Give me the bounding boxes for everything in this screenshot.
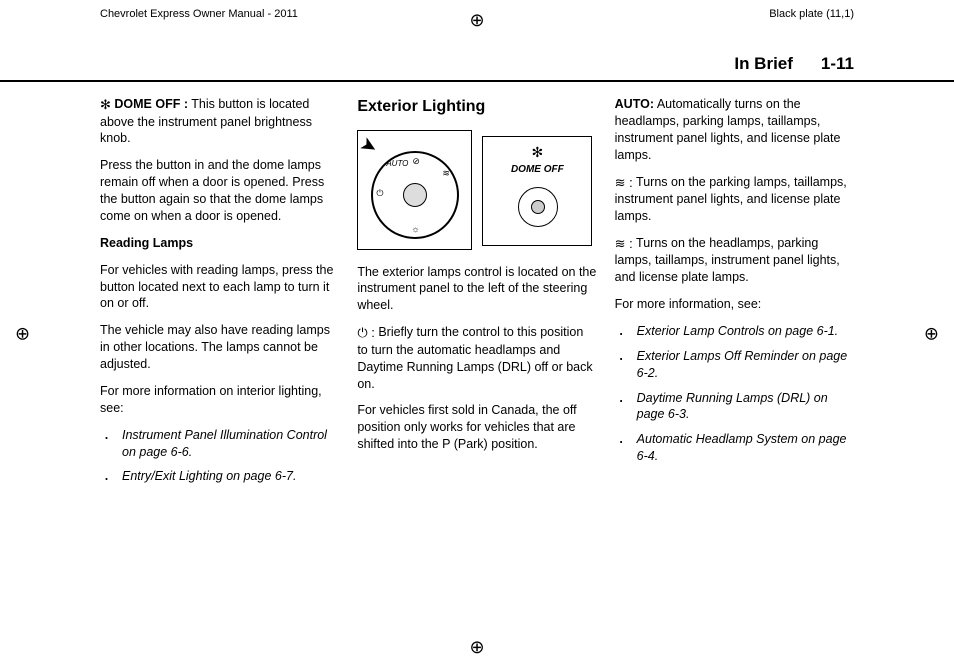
col2-p1: The exterior lamps control is located on… xyxy=(357,264,596,315)
crop-mark-left: ⊕ xyxy=(15,324,30,345)
column-2: Exterior Lighting ➤ AUTO ⊘ ≋ ☼ ⏻ ✻ DOME … xyxy=(357,96,596,493)
crop-mark-bottom: ⊕ xyxy=(469,637,484,658)
reading-lamps-head: Reading Lamps xyxy=(100,235,339,252)
headlamp-para: ≋ : Turns on the headlamps, parking lamp… xyxy=(615,235,854,286)
crop-mark-right: ⊕ xyxy=(924,324,939,345)
dial-sym-top: ⊘ xyxy=(412,155,420,167)
plate-info: Black plate (11,1) xyxy=(769,8,854,20)
headlamp-icon: ≋ : xyxy=(615,236,633,251)
dome-off-para: ✻ DOME OFF : This button is located abov… xyxy=(100,96,339,147)
col1-p3: For vehicles with reading lamps, press t… xyxy=(100,262,339,313)
col2-sym1-para: ⏻ : Briefly turn the control to this pos… xyxy=(357,324,596,392)
page-number: 1-11 xyxy=(821,54,854,74)
col1-p5: For more information on interior lightin… xyxy=(100,383,339,417)
parking-text: Turns on the parking lamps, taillamps, i… xyxy=(615,175,847,223)
col1-bullets: Instrument Panel Illumination Control on… xyxy=(100,427,339,486)
content-columns: ✻ DOME OFF : This button is located abov… xyxy=(0,96,954,493)
dial-auto-label: AUTO xyxy=(386,159,408,170)
power-icon: ⏻ : xyxy=(357,325,375,340)
dial-sym-bottom: ☼ xyxy=(411,223,419,235)
parking-para: ≋ : Turns on the parking lamps, taillamp… xyxy=(615,174,854,225)
list-item: Exterior Lamp Controls on page 6-1. xyxy=(615,323,854,340)
doc-title: Chevrolet Express Owner Manual - 2011 xyxy=(100,8,298,20)
col2-p3: For vehicles first sold in Canada, the o… xyxy=(357,402,596,453)
dome-figure-label: DOME OFF xyxy=(483,163,591,177)
headlamp-text: Turns on the headlamps, parking lamps, t… xyxy=(615,236,840,284)
more-info: For more information, see: xyxy=(615,296,854,313)
col3-bullets: Exterior Lamp Controls on page 6-1. Exte… xyxy=(615,323,854,465)
dial-sym-right: ≋ xyxy=(442,167,450,179)
dome-off-icon: ✻ xyxy=(100,97,111,112)
column-3: AUTO: Automatically turns on the headlam… xyxy=(615,96,854,493)
dial-figure: ➤ AUTO ⊘ ≋ ☼ ⏻ xyxy=(357,130,472,250)
dial-sym-left: ⏻ xyxy=(376,187,383,199)
dial-knob xyxy=(403,183,427,207)
dome-button-circle xyxy=(518,187,558,227)
list-item: Instrument Panel Illumination Control on… xyxy=(100,427,339,461)
list-item: Entry/Exit Lighting on page 6-7. xyxy=(100,468,339,485)
dome-button-inner xyxy=(531,200,545,214)
dome-figure: ✻ DOME OFF xyxy=(482,136,592,246)
exterior-lighting-heading: Exterior Lighting xyxy=(357,96,596,118)
list-item: Daytime Running Lamps (DRL) on page 6-3. xyxy=(615,390,854,424)
auto-label: AUTO: xyxy=(615,97,654,111)
crop-mark-top: ⊕ xyxy=(469,10,484,31)
section-title: In Brief xyxy=(734,54,793,74)
dome-off-label: DOME OFF : xyxy=(114,97,188,111)
column-1: ✻ DOME OFF : This button is located abov… xyxy=(100,96,339,493)
col1-p2: Press the button in and the dome lamps r… xyxy=(100,157,339,225)
figure-row: ➤ AUTO ⊘ ≋ ☼ ⏻ ✻ DOME OFF xyxy=(357,130,596,250)
auto-para: AUTO: Automatically turns on the headlam… xyxy=(615,96,854,164)
col2-sym1-text: Briefly turn the control to this positio… xyxy=(357,325,592,390)
dome-top-icon: ✻ xyxy=(483,143,591,162)
col1-p4: The vehicle may also have reading lamps … xyxy=(100,322,339,373)
list-item: Exterior Lamps Off Reminder on page 6-2. xyxy=(615,348,854,382)
arrow-icon: ➤ xyxy=(355,130,383,162)
parking-lamp-icon: ≋ : xyxy=(615,175,633,190)
list-item: Automatic Headlamp System on page 6-4. xyxy=(615,431,854,465)
page-header: In Brief 1-11 xyxy=(0,24,954,82)
